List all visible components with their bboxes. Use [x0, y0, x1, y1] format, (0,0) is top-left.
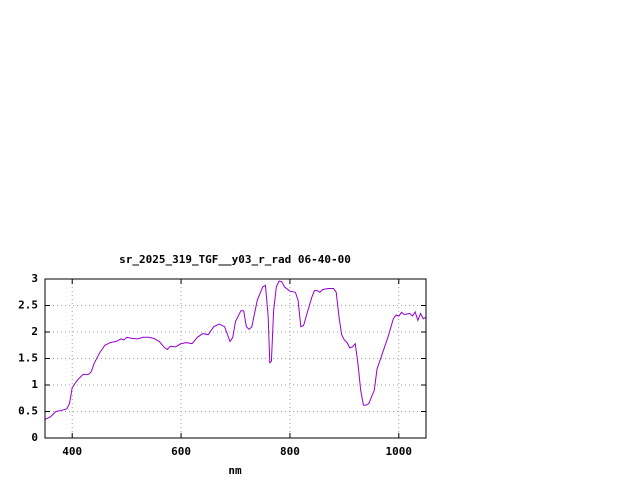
x-tick-label: 1000: [386, 445, 413, 458]
y-tick-label: 1: [31, 378, 38, 391]
x-tick-label: 400: [62, 445, 82, 458]
x-axis-label: nm: [228, 464, 242, 477]
y-tick-label: 0: [31, 431, 38, 444]
y-tick-label: 0.5: [18, 405, 38, 418]
plot-frame: [44, 278, 427, 439]
y-tick-label: 1.5: [18, 352, 38, 365]
x-tick-label: 800: [280, 445, 300, 458]
data-line: [44, 280, 427, 420]
chart-title: sr_2025_319_TGF__y03_r_rad 06-40-00: [119, 253, 351, 266]
y-tick-label: 2.5: [18, 299, 38, 312]
y-tick-label: 3: [31, 272, 38, 285]
x-tick-label: 600: [171, 445, 191, 458]
y-tick-label: 2: [31, 325, 38, 338]
